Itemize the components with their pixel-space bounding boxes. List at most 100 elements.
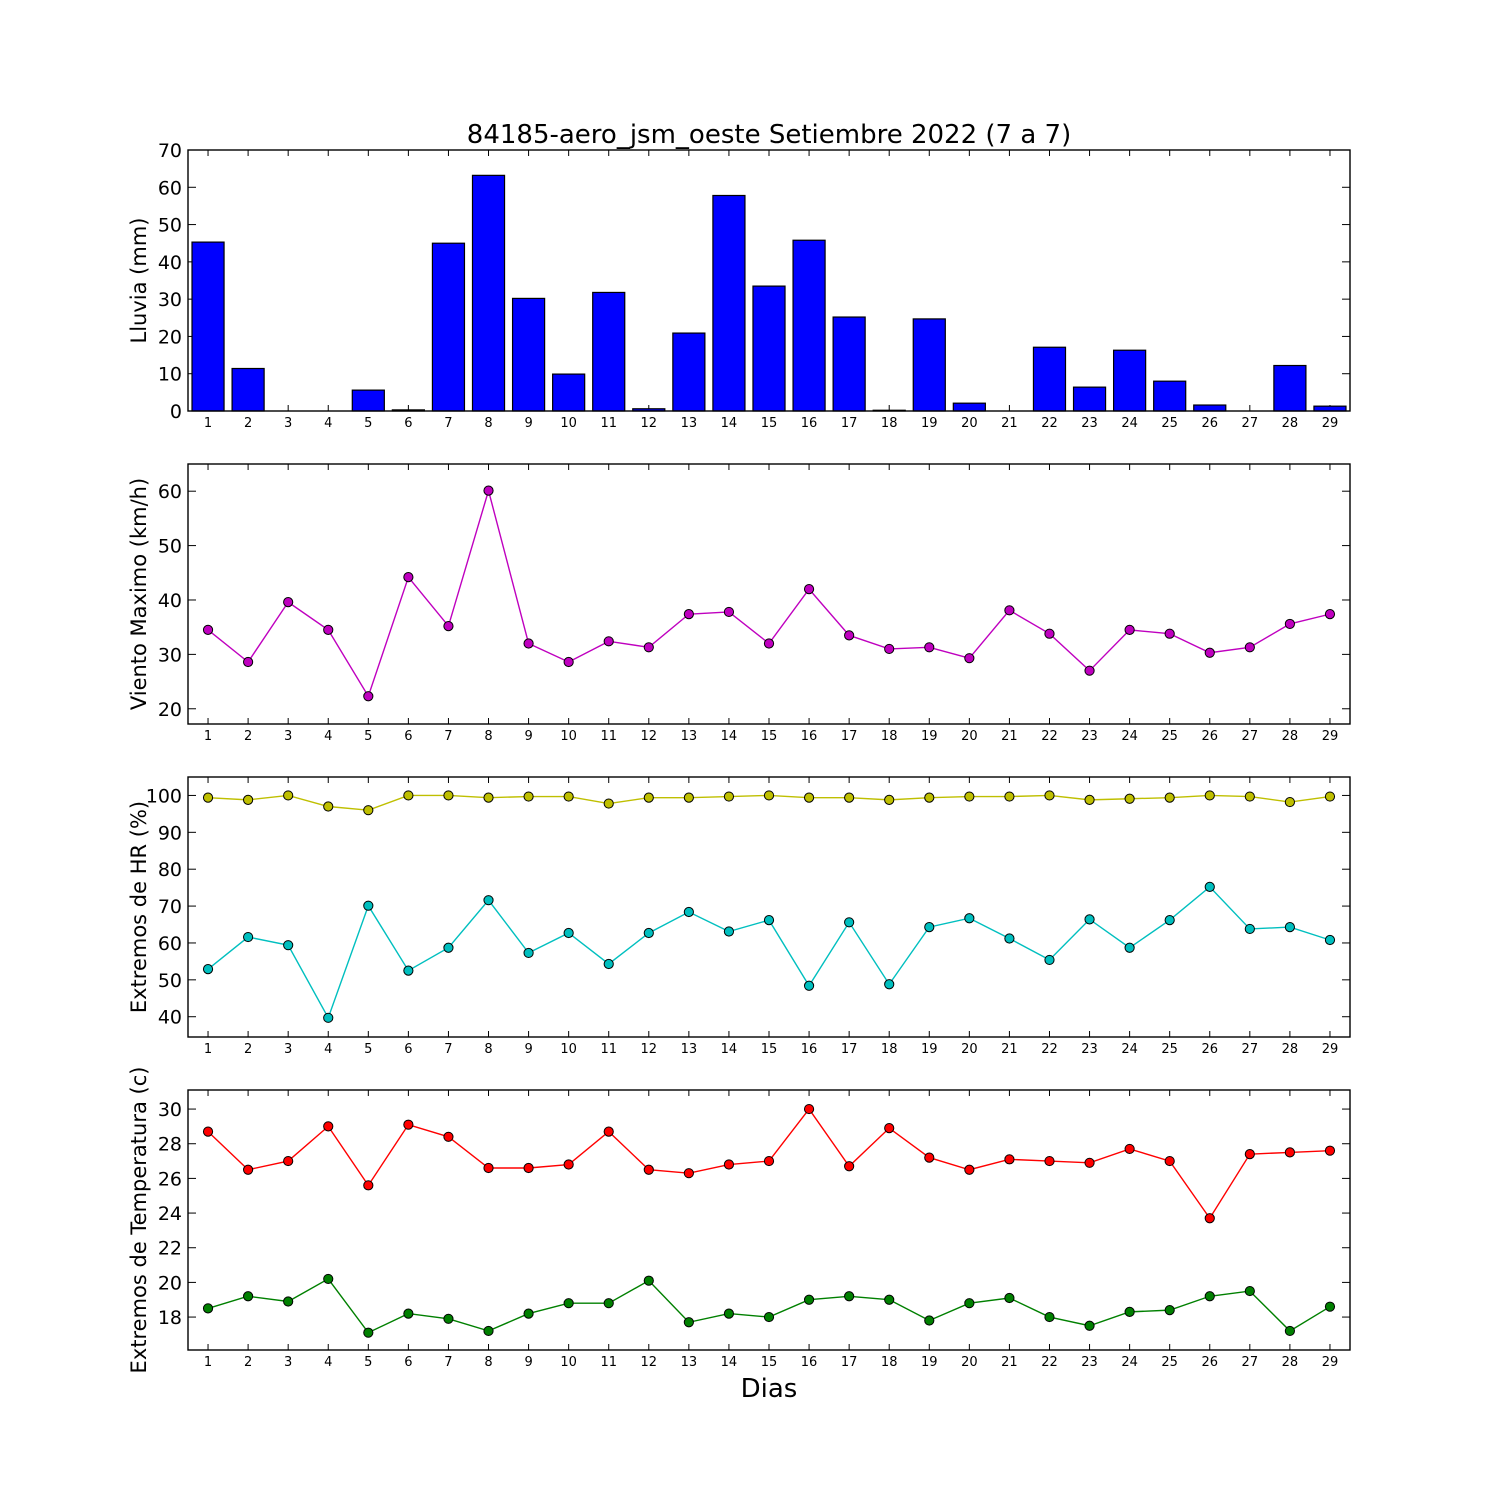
data-point — [1004, 933, 1015, 944]
data-point — [243, 1164, 254, 1175]
plot-frame — [187, 463, 1351, 725]
x-tick-label: 22 — [1041, 1355, 1058, 1370]
x-tick-label: 3 — [284, 416, 292, 431]
x-tick-label: 2 — [244, 1042, 252, 1057]
x-tick-label: 29 — [1322, 1042, 1339, 1057]
x-tick-label: 22 — [1041, 416, 1058, 431]
x-tick-label: 13 — [681, 1042, 698, 1057]
data-point — [1204, 1291, 1215, 1302]
x-tick-label: 27 — [1242, 416, 1259, 431]
x-tick-label: 10 — [560, 416, 577, 431]
data-point — [1284, 921, 1295, 933]
bar — [1153, 380, 1187, 412]
data-point — [363, 805, 374, 816]
bar — [592, 291, 626, 412]
bar — [1072, 386, 1107, 412]
y-tick-label: 60 — [158, 481, 182, 503]
data-point — [1164, 1305, 1175, 1316]
x-tick-label: 25 — [1161, 1355, 1178, 1370]
data-point — [1124, 793, 1135, 804]
y-tick-label: 10 — [158, 364, 182, 386]
data-point — [643, 792, 654, 803]
x-tick-label: 10 — [560, 1355, 577, 1370]
x-tick-label: 18 — [881, 1042, 898, 1057]
y-tick-label: 40 — [158, 1007, 182, 1029]
data-point — [283, 940, 294, 951]
x-tick-label: 9 — [524, 416, 532, 431]
x-tick-label: 21 — [1001, 416, 1018, 431]
data-point — [523, 638, 534, 649]
data-point — [884, 794, 895, 805]
x-tick-label: 13 — [681, 729, 698, 744]
x-tick-label: 8 — [484, 416, 492, 431]
x-tick-label: 28 — [1282, 1042, 1299, 1057]
data-point — [483, 1162, 494, 1174]
x-tick-label: 7 — [444, 416, 452, 431]
data-point — [523, 947, 534, 959]
data-point — [884, 979, 895, 990]
x-tick-label: 9 — [524, 729, 532, 744]
x-tick-label: 11 — [600, 1355, 617, 1370]
x-tick-label: 20 — [961, 1355, 978, 1370]
bar — [912, 318, 946, 412]
data-point — [243, 794, 254, 805]
data-point — [202, 1126, 214, 1137]
x-tick-label: 21 — [1001, 1355, 1018, 1370]
x-tick-label: 6 — [404, 416, 412, 431]
x-tick-label: 4 — [324, 729, 332, 744]
x-tick-label: 19 — [921, 1355, 938, 1370]
bar — [471, 174, 506, 412]
x-tick-label: 5 — [364, 1355, 372, 1370]
y-tick-label: 50 — [158, 970, 182, 992]
bar — [832, 316, 866, 412]
x-tick-label: 24 — [1121, 729, 1138, 744]
data-point — [363, 691, 374, 702]
x-tick-label: 14 — [721, 416, 738, 431]
x-tick-label: 29 — [1322, 729, 1339, 744]
data-point — [1164, 628, 1175, 639]
data-point — [924, 1152, 935, 1163]
data-point — [523, 1162, 534, 1174]
x-tick-label: 29 — [1322, 1355, 1339, 1370]
plot-frame — [187, 776, 1351, 1038]
x-tick-label: 3 — [284, 729, 292, 744]
data-point — [1284, 796, 1295, 808]
x-tick-label: 25 — [1161, 1042, 1178, 1057]
x-tick-label: 3 — [284, 1042, 292, 1057]
x-tick-label: 1 — [204, 1355, 212, 1370]
data-point — [443, 790, 454, 801]
x-tick-label: 2 — [244, 729, 252, 744]
y-tick-label: 70 — [158, 140, 182, 162]
x-tick-label: 11 — [600, 729, 617, 744]
x-tick-label: 27 — [1242, 729, 1259, 744]
data-point — [323, 1273, 334, 1285]
data-point — [1084, 794, 1095, 805]
x-tick-label: 19 — [921, 729, 938, 744]
x-tick-label: 18 — [881, 729, 898, 744]
x-tick-label: 19 — [921, 1042, 938, 1057]
bar — [351, 389, 385, 412]
x-tick-label: 3 — [284, 1355, 292, 1370]
data-point — [723, 926, 735, 937]
data-point — [403, 1308, 414, 1319]
data-point — [683, 1317, 694, 1328]
x-tick-label: 27 — [1242, 1042, 1259, 1057]
y-tick-label: 60 — [158, 177, 182, 199]
data-point — [603, 636, 614, 647]
y-tick-label: 22 — [158, 1238, 182, 1260]
data-point — [563, 791, 574, 802]
y-tick-label: 50 — [158, 215, 182, 237]
data-point — [483, 792, 494, 803]
y-tick-label: 30 — [158, 1099, 182, 1121]
data-point — [443, 620, 454, 632]
data-point — [643, 927, 654, 939]
x-tick-label: 22 — [1041, 729, 1058, 744]
data-point — [1004, 791, 1015, 802]
data-point — [763, 1311, 775, 1323]
data-point — [683, 609, 694, 620]
data-point — [723, 606, 735, 618]
bar — [1313, 405, 1347, 412]
x-tick-label: 7 — [444, 1042, 452, 1057]
data-point — [603, 958, 614, 970]
